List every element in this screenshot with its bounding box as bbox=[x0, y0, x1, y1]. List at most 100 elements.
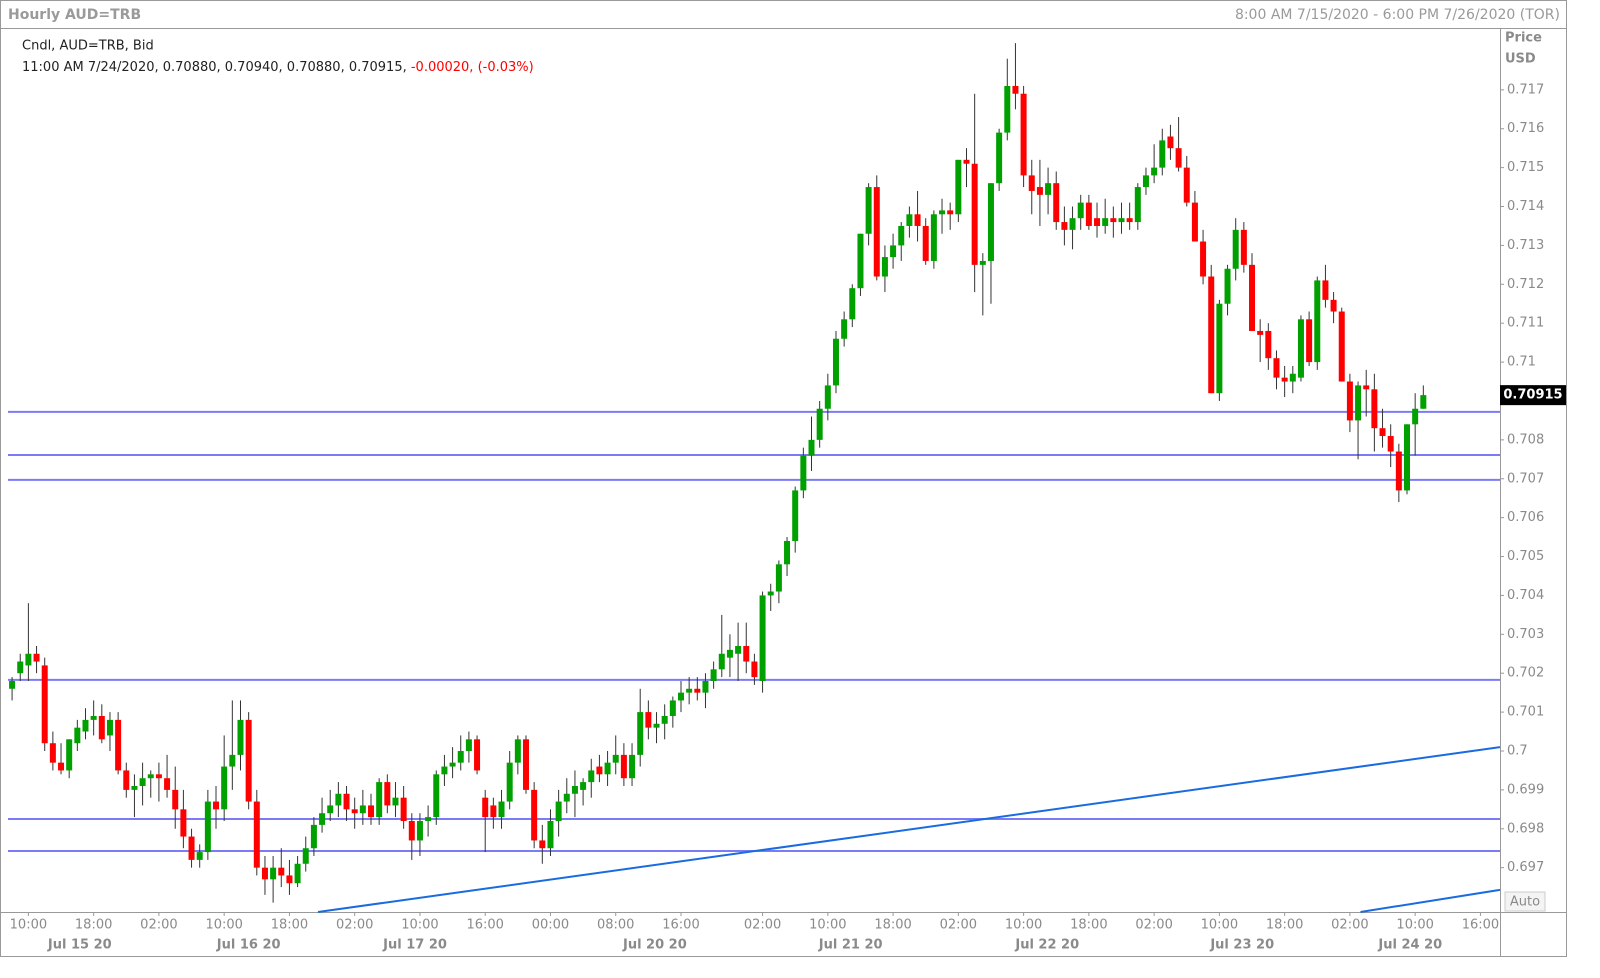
candle-body bbox=[1240, 229, 1247, 265]
x-tick-label: 18:00 bbox=[271, 918, 308, 933]
y-axis-label: USD bbox=[1505, 52, 1536, 67]
candle-body bbox=[1036, 187, 1043, 195]
date-label: Jul 15 20 bbox=[47, 938, 112, 953]
y-tick-label: 0.699 bbox=[1507, 782, 1544, 797]
candle-body bbox=[294, 863, 301, 884]
candle-body bbox=[767, 591, 774, 596]
current-price-box bbox=[1500, 385, 1566, 406]
candle-body bbox=[710, 669, 717, 681]
candle-body bbox=[1257, 330, 1264, 335]
candle-body bbox=[694, 688, 701, 693]
candle-body bbox=[735, 645, 742, 654]
x-tick-label: 10:00 bbox=[10, 918, 47, 933]
candle-body bbox=[155, 774, 162, 779]
candle-body bbox=[1126, 218, 1133, 223]
y-tick-label: 0.7 bbox=[1507, 743, 1528, 758]
candle-body bbox=[1216, 303, 1223, 394]
candle-body bbox=[930, 214, 937, 261]
candle-body bbox=[1330, 299, 1337, 312]
candle-body bbox=[596, 766, 603, 775]
candle-body bbox=[33, 653, 40, 662]
candle-body bbox=[90, 715, 97, 720]
candle-body bbox=[270, 867, 277, 880]
candle-body bbox=[1395, 451, 1402, 491]
candle-body bbox=[726, 649, 733, 658]
x-tick-label: 18:00 bbox=[75, 918, 112, 933]
candle-body bbox=[368, 805, 375, 818]
candle-body bbox=[775, 564, 782, 592]
candle-body bbox=[400, 797, 407, 821]
candle-body bbox=[74, 727, 81, 744]
candle-body bbox=[1045, 183, 1052, 195]
candle-body bbox=[661, 715, 668, 724]
candle-body bbox=[82, 719, 89, 732]
candle-body bbox=[514, 739, 521, 763]
candle-body bbox=[987, 183, 994, 261]
candle-body bbox=[278, 867, 285, 876]
candle-body bbox=[66, 739, 73, 771]
date-label: Jul 23 20 bbox=[1209, 938, 1274, 953]
candle-body bbox=[25, 653, 32, 666]
auto-button-label[interactable]: Auto bbox=[1510, 895, 1540, 910]
x-tick-label: 10:00 bbox=[401, 918, 438, 933]
candle-body bbox=[425, 817, 432, 821]
candle-body bbox=[1306, 319, 1313, 363]
candle-body bbox=[1191, 202, 1198, 242]
candle-body bbox=[384, 782, 391, 806]
candle-body bbox=[743, 645, 750, 662]
y-tick-label: 0.716 bbox=[1507, 121, 1544, 136]
candle-body bbox=[310, 824, 317, 849]
candle-body bbox=[922, 225, 929, 261]
y-tick-label: 0.712 bbox=[1507, 277, 1544, 292]
x-tick-label: 02:00 bbox=[744, 918, 781, 933]
candle-body bbox=[1224, 268, 1231, 304]
y-tick-label: 0.711 bbox=[1507, 316, 1544, 331]
candle-body bbox=[457, 750, 464, 763]
candle-body bbox=[1085, 202, 1092, 226]
candle-body bbox=[131, 785, 138, 790]
candle-body bbox=[653, 723, 660, 728]
candle-body bbox=[849, 288, 856, 320]
info-change: -0.00020, (-0.03%) bbox=[411, 60, 534, 75]
candle-body bbox=[319, 813, 326, 825]
candle-body bbox=[539, 840, 546, 849]
candle-body bbox=[645, 712, 652, 728]
candle-body bbox=[359, 805, 366, 814]
y-tick-label: 0.703 bbox=[1507, 627, 1544, 642]
candle-body bbox=[147, 774, 154, 779]
x-tick-label: 08:00 bbox=[597, 918, 634, 933]
candle-body bbox=[302, 848, 309, 864]
candle-body bbox=[588, 770, 595, 783]
trend-line bbox=[317, 746, 1501, 913]
candle-body bbox=[1297, 319, 1304, 378]
y-axis-label: Price bbox=[1505, 31, 1542, 46]
candle-body bbox=[1420, 395, 1427, 409]
candle-body bbox=[1151, 167, 1158, 176]
candle-body bbox=[1281, 377, 1288, 382]
date-label: Jul 22 20 bbox=[1014, 938, 1079, 953]
candle-body bbox=[1159, 140, 1166, 168]
plot-area bbox=[8, 43, 1501, 913]
candle-body bbox=[718, 653, 725, 670]
candle-body bbox=[620, 754, 627, 779]
date-label: Jul 20 20 bbox=[622, 938, 687, 953]
x-tick-label: 02:00 bbox=[1135, 918, 1172, 933]
candle-body bbox=[41, 665, 48, 744]
candle-body bbox=[1028, 175, 1035, 191]
candle-body bbox=[914, 214, 921, 226]
candle-body bbox=[531, 789, 538, 841]
candle-body bbox=[571, 785, 578, 794]
candle-body bbox=[522, 739, 529, 790]
y-tick-label: 0.714 bbox=[1507, 199, 1544, 214]
candle-body bbox=[971, 163, 978, 265]
date-label: Jul 24 20 bbox=[1377, 938, 1442, 953]
x-tick-label: 16:00 bbox=[662, 918, 699, 933]
candle-body bbox=[416, 820, 423, 841]
candle-body bbox=[1355, 385, 1362, 421]
candle-body bbox=[1012, 85, 1019, 94]
candle-body bbox=[1289, 373, 1296, 382]
info-line: 11:00 AM 7/24/2020, 0.70880, 0.70940, 0.… bbox=[22, 60, 534, 75]
auto-button[interactable] bbox=[1504, 891, 1546, 912]
candle-body bbox=[963, 159, 970, 164]
